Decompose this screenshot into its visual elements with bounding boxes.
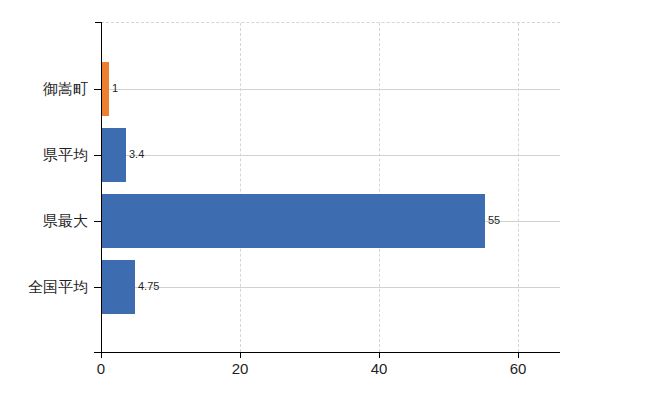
x-tick-label: 60 — [510, 361, 527, 376]
category-label: 全国平均 — [0, 278, 88, 295]
v-gridline — [240, 23, 241, 352]
v-gridline — [518, 23, 519, 352]
category-label: 県平均 — [0, 146, 88, 163]
value-label: 55 — [488, 214, 500, 227]
bar-chart: 御嵩町県平均県最大全国平均 1 3.4 55 4.75 0 20 40 60 — [0, 0, 650, 400]
value-label: 4.75 — [138, 280, 159, 293]
h-gridline — [101, 287, 560, 288]
plot-top-border — [101, 22, 560, 23]
bar — [102, 62, 109, 116]
value-label: 1 — [112, 82, 118, 95]
category-label: 県最大 — [0, 212, 88, 229]
category-label: 御嵩町 — [0, 80, 88, 97]
h-gridline — [101, 89, 560, 90]
category-tick — [94, 155, 101, 156]
x-tick-label: 0 — [97, 361, 105, 376]
x-tick-label: 20 — [232, 361, 249, 376]
x-tick — [518, 352, 519, 358]
h-gridline — [101, 155, 560, 156]
bar — [102, 194, 485, 248]
category-tick — [94, 287, 101, 288]
x-tick — [379, 352, 380, 358]
bar — [102, 260, 135, 314]
x-tick-label: 40 — [371, 361, 388, 376]
x-tick — [240, 352, 241, 358]
value-label: 3.4 — [129, 148, 144, 161]
x-axis — [94, 352, 560, 353]
bar — [102, 128, 126, 182]
x-tick — [101, 352, 102, 358]
axis-top-tick — [95, 22, 101, 23]
category-tick — [94, 89, 101, 90]
category-tick — [94, 221, 101, 222]
y-axis — [101, 22, 102, 358]
v-gridline — [379, 23, 380, 352]
